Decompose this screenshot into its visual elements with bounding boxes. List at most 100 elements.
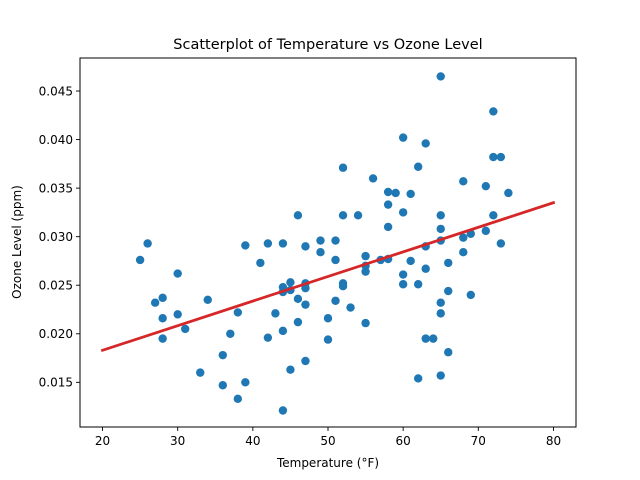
data-point [489, 211, 498, 220]
data-point [301, 242, 310, 251]
data-point [263, 333, 273, 342]
y-axis-title: Ozone Level (ppm) [10, 185, 24, 299]
data-point [218, 381, 227, 390]
y-tick-label: 0.035 [39, 181, 73, 195]
data-point [323, 314, 333, 323]
data-point [353, 211, 363, 220]
data-point [135, 255, 145, 265]
data-point [459, 248, 468, 257]
data-point [271, 309, 280, 318]
data-point [158, 314, 167, 323]
chart-title: Scatterplot of Temperature vs Ozone Leve… [173, 37, 482, 53]
x-tick-label: 30 [170, 434, 185, 448]
x-tick-label: 80 [546, 434, 561, 448]
data-point [383, 222, 393, 232]
data-point [368, 174, 378, 183]
data-point [338, 163, 348, 172]
data-point [301, 356, 310, 366]
data-point [158, 293, 167, 303]
data-point [496, 239, 506, 248]
data-point [421, 334, 430, 343]
data-point [383, 187, 393, 197]
data-point [481, 226, 491, 236]
data-point [436, 309, 445, 318]
x-tick-label: 40 [245, 434, 260, 448]
data-point [413, 162, 423, 171]
data-point [316, 236, 325, 245]
data-point [444, 348, 453, 357]
data-point [361, 267, 370, 276]
data-point [256, 258, 265, 268]
x-tick-label: 60 [396, 434, 411, 448]
data-point [203, 295, 212, 304]
x-axis: 20 30 40 50 60 70 80 [95, 427, 561, 448]
data-point [331, 255, 340, 265]
data-point [489, 152, 498, 162]
data-point [436, 72, 445, 81]
data-point [361, 318, 370, 328]
x-tick-label: 50 [320, 434, 335, 448]
data-point [398, 270, 408, 279]
data-point [331, 236, 340, 245]
data-point [293, 211, 303, 220]
data-point [504, 188, 513, 198]
y-tick-label: 0.040 [39, 133, 73, 147]
data-point [263, 239, 273, 248]
y-tick-label: 0.025 [39, 279, 73, 293]
data-point [241, 378, 250, 387]
data-point [436, 371, 445, 380]
data-point [278, 406, 288, 415]
data-point [301, 283, 310, 293]
y-tick-label: 0.020 [39, 327, 73, 341]
data-point [406, 256, 415, 266]
data-point [413, 280, 423, 289]
data-point [436, 298, 445, 307]
data-point [293, 294, 303, 304]
data-point [444, 258, 453, 268]
data-point [436, 211, 445, 220]
y-tick-label: 0.030 [39, 230, 73, 244]
x-axis-title: Temperature (°F) [276, 456, 379, 470]
data-point [293, 317, 303, 327]
data-point [173, 269, 182, 278]
data-point [316, 248, 325, 257]
data-point [143, 239, 152, 248]
data-point [233, 308, 243, 317]
regression-line [100, 200, 556, 353]
plot-area [100, 72, 556, 415]
data-point [398, 280, 408, 289]
data-point [233, 394, 243, 404]
data-point [489, 107, 498, 116]
data-point [429, 334, 438, 343]
data-point [241, 241, 250, 250]
data-point [406, 189, 415, 199]
data-point [436, 224, 445, 234]
data-point [459, 233, 468, 242]
data-point [481, 181, 491, 191]
data-point [331, 296, 340, 305]
data-point [158, 334, 167, 343]
data-point [496, 152, 506, 162]
data-point [459, 177, 468, 186]
data-point [421, 264, 430, 273]
data-point [150, 298, 160, 307]
data-point [278, 326, 288, 336]
data-point [181, 324, 190, 334]
data-point [383, 200, 393, 209]
data-point [398, 133, 408, 142]
data-point [226, 329, 235, 338]
data-point [346, 303, 355, 312]
data-point [301, 300, 310, 309]
data-point [391, 188, 400, 198]
data-point [173, 310, 182, 319]
data-point [413, 374, 423, 383]
y-tick-label: 0.045 [39, 84, 73, 98]
data-point [323, 335, 333, 344]
data-point [361, 251, 370, 261]
data-point [444, 286, 453, 296]
x-tick-label: 70 [471, 434, 486, 448]
data-point [286, 365, 295, 374]
data-point [278, 239, 288, 248]
data-point [218, 350, 227, 360]
